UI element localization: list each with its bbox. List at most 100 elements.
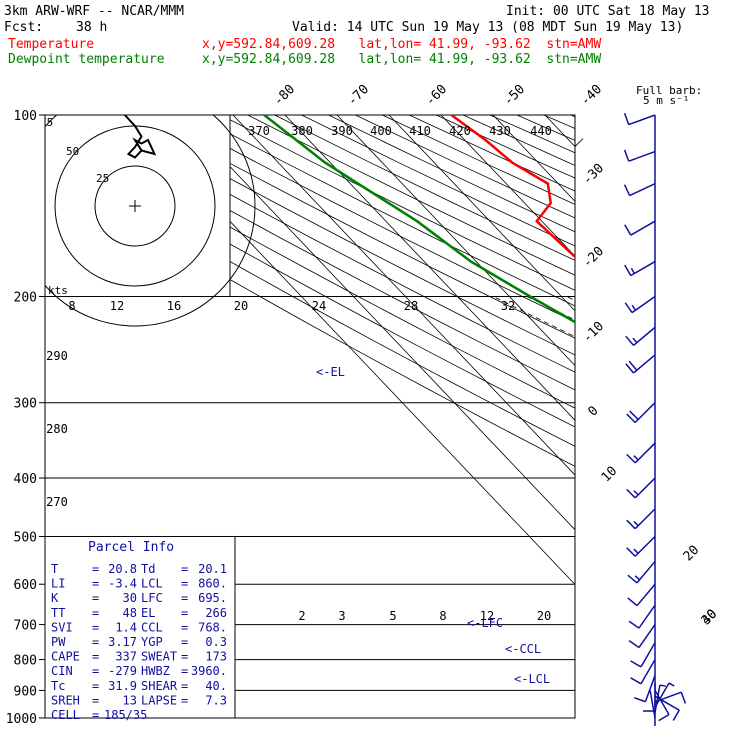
wind-barb-feather [623,149,630,162]
hodograph-ring-label: 50 [66,145,79,158]
parcel-equals: = [92,679,99,693]
parcel-label: LI [51,577,65,591]
parcel-label: CAPE [51,650,80,664]
parcel-label: SREH [51,693,80,707]
moist-adiabat [736,297,740,719]
mixing-ratio-label: 2 [298,609,305,623]
pressure-label: 1000 [6,712,37,727]
parcel-value: 30 [123,591,137,605]
parcel-equals: = [181,577,188,591]
wind-barb-feather [623,184,631,196]
parcel-label: SVI [51,620,73,634]
hodograph-ring [45,115,256,327]
level-marker: <-CCL [505,642,541,656]
moist-adiabat [566,296,575,301]
isotherm-label: -50 [501,82,528,109]
barb-legend: 5 m s⁻¹ [643,94,689,107]
parcel-value: 48 [123,606,137,620]
parcel-value: 695. [198,591,227,605]
pressure-label: 300 [14,397,37,412]
parcel-equals: = [181,650,188,664]
parcel-label: SWEAT [141,650,177,664]
level-marker: <-LCL [514,672,550,686]
hodograph-trace [123,115,157,159]
wind-barb-feather [628,360,638,371]
mixing-ratio-label: 5 [389,609,396,623]
wind-barb-feather [628,620,640,629]
wind-barb [629,183,656,197]
wind-barb-feather [629,410,639,421]
wind-barb [633,326,656,346]
parcel-label: LAPSE [141,693,177,707]
theta-label: 440 [530,124,552,138]
wind-barb [649,690,656,719]
wind-barb [634,508,656,530]
mixing-ratio-label: 3 [338,609,345,623]
parcel-equals: = [181,562,188,576]
wind-barb-feather [632,337,638,344]
wind-barb [640,659,656,685]
moist-adiabat-label: 20 [234,299,248,313]
wind-barb-feather [625,335,635,346]
parcel-equals: = [181,620,188,634]
level-marker: <-EL [316,365,345,379]
wind-barb [628,150,656,162]
mixing-ratio-label: 20 [537,609,551,623]
parcel-value: 3.17 [108,635,137,649]
parcel-equals: = [92,562,99,576]
parcel-label: EL [141,606,155,620]
isotherm-tick [574,138,584,147]
parcel-equals: = [181,693,188,707]
parcel-label: LCL [141,577,163,591]
parcel-value: 860. [198,577,227,591]
theta-label: 390 [331,124,353,138]
parcel-value: 1.4 [115,620,137,634]
wind-barb-feather [624,302,633,314]
wind-barb [654,695,680,711]
dry-adiabat [45,137,575,428]
wind-barb-feather [633,490,639,496]
parcel-label: CCL [141,620,163,634]
valid-time: Valid: 14 UTC Sun 19 May 13 (08 MDT Sun … [292,20,684,35]
theta-label: 410 [409,124,431,138]
parcel-label: HWBZ [141,664,170,678]
barb-legend: Full barb: [636,84,702,97]
temperature-location: x,y=592.84,609.28 lat,lon= 41.99, -93.62… [202,37,602,52]
mixing-ratio-label: 8 [439,609,446,623]
wind-barb [638,604,656,629]
parcel-label: SHEAR [141,679,178,693]
moist-adiabat [526,296,575,321]
hodograph-ring-label: 75 [40,116,53,129]
theta-label: 380 [291,124,313,138]
wind-barb-feather [624,224,632,236]
dry-adiabat [45,154,575,447]
wind-barb [634,442,656,464]
parcel-label: Td [141,562,155,576]
fcst-hours: 38 h [76,20,108,35]
wind-barb-feather [630,267,636,274]
parcel-value: 40. [205,679,227,693]
wind-barb [634,402,656,424]
pressure-label: 500 [14,530,37,545]
parcel-equals: = [92,650,99,664]
dry-adiabat [382,115,575,205]
theta-label: 400 [370,124,392,138]
pressure-label: 800 [14,654,37,669]
isotherm [440,115,575,257]
parcel-value: 185/35 [104,708,147,722]
parcel-label: YGP [141,635,163,649]
wind-barb [634,477,656,499]
isotherm-label: -30 [580,161,607,188]
dry-adiabat [274,115,575,261]
dry-adiabat [301,115,575,247]
isotherm [180,115,575,531]
wind-barb-feather [626,519,636,530]
parcel-equals: = [181,635,188,649]
isotherm-label: 10 [599,464,621,486]
isotherm [597,115,740,718]
dry-adiabat [166,115,575,323]
parcel-equals: = [92,577,99,591]
isotherm-label: 0 [585,403,601,419]
parcel-label: CIN [51,664,73,678]
